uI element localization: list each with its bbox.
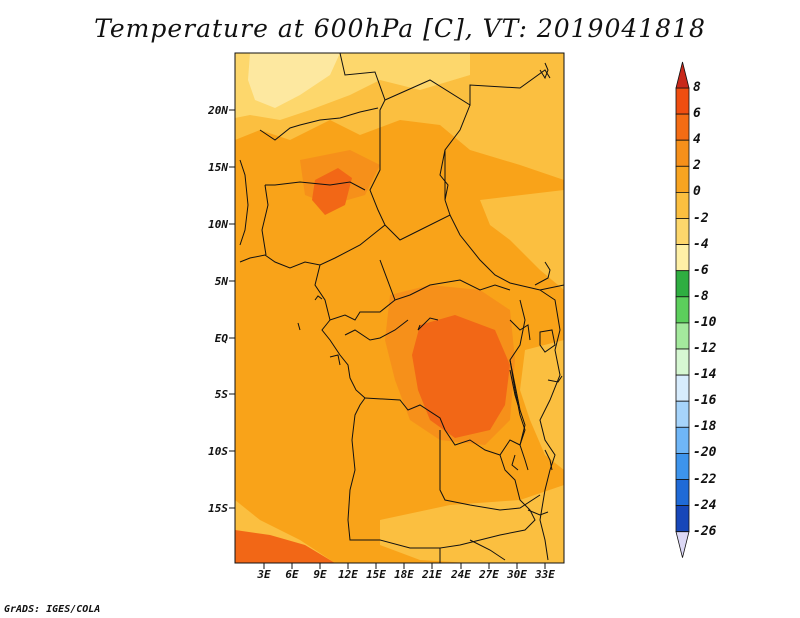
colorbar-label: -12 (693, 341, 717, 356)
contour-cool-south (380, 485, 564, 563)
boundaries (239, 52, 565, 563)
colorbar-segment (675, 244, 690, 272)
border-lines (239, 52, 386, 269)
colorbar-segment (675, 139, 690, 167)
colorbar-segment (675, 270, 690, 298)
contour-coldest-northwest (248, 53, 340, 108)
lon-label: 15E (366, 568, 386, 581)
colorbar-label: -14 (693, 367, 717, 383)
colorbar-label: 2 (693, 158, 701, 174)
lon-label: 9E (313, 568, 327, 581)
lon-label: 24E (451, 568, 471, 581)
colorbar-bottom-arrow (675, 531, 690, 558)
colorbar-top-arrow (675, 61, 690, 89)
lon-label: 30E (507, 568, 527, 581)
colorbar-label: -8 (693, 288, 709, 304)
lat-label: EQ (214, 332, 228, 345)
lat-label: 20N (208, 104, 228, 117)
colorbar-label: 6 (693, 106, 701, 122)
contour-cool-east (480, 190, 564, 290)
colorbar-label: -22 (693, 471, 717, 487)
colorbar-segment (675, 322, 690, 350)
map-title: Temperature at 600hPa [C], VT: 201904181… (94, 14, 706, 43)
contour-warm-southwest (235, 530, 335, 563)
lat-label: 10N (208, 218, 228, 231)
colorbar-label: -10 (693, 314, 717, 330)
colorbar-label: -6 (693, 262, 709, 278)
lat-label: 5N (214, 275, 228, 288)
colorbar-segment (675, 191, 690, 219)
colorbar-segment (675, 218, 690, 246)
map-frame (234, 52, 565, 564)
lon-label: 12E (338, 568, 358, 581)
colorbar-segment (675, 374, 690, 402)
lon-label: 18E (394, 568, 414, 581)
colorbar-segment (675, 479, 690, 507)
colorbar-label: -20 (693, 445, 717, 461)
lon-label: 27E (479, 568, 499, 581)
colorbar-segment (675, 348, 690, 376)
colorbar-segment (675, 452, 690, 480)
colorbar-segment (675, 400, 690, 428)
lon-label: 33E (535, 568, 555, 581)
colorbar (675, 61, 690, 558)
colorbar-segment (675, 426, 690, 454)
lat-label: 10S (208, 445, 228, 458)
colorbar-label: -16 (693, 393, 717, 409)
colorbar-segment (675, 87, 690, 115)
contour-hot-congo (412, 315, 510, 438)
lat-label: 15N (208, 161, 228, 174)
colorbar-segment (675, 113, 690, 141)
colorbar-label: -24 (693, 497, 717, 513)
colorbar-label: -26 (693, 523, 717, 539)
lon-label: 21E (422, 568, 442, 581)
colorbar-label: 4 (693, 132, 701, 148)
lon-label: 3E (257, 568, 271, 581)
contour-warm-nigeria (312, 168, 352, 215)
colorbar-label: -2 (693, 210, 709, 226)
colorbar-segment (675, 505, 690, 533)
colorbar-label: 8 (693, 80, 701, 95)
colorbar-label: -18 (693, 419, 717, 435)
credit-text: GrADS: IGES/COLA (4, 604, 101, 615)
axis-ticks (229, 109, 546, 569)
contour-cool-east-lobe (520, 340, 564, 470)
colorbar-segment (675, 165, 690, 193)
temperature-field (235, 53, 564, 563)
lon-label: 6E (285, 568, 299, 581)
lat-label: 5S (214, 388, 228, 401)
colorbar-label: -4 (693, 236, 709, 252)
colorbar-segment (675, 296, 690, 324)
colorbar-label: 0 (693, 184, 701, 200)
lat-label: 15S (208, 502, 228, 515)
